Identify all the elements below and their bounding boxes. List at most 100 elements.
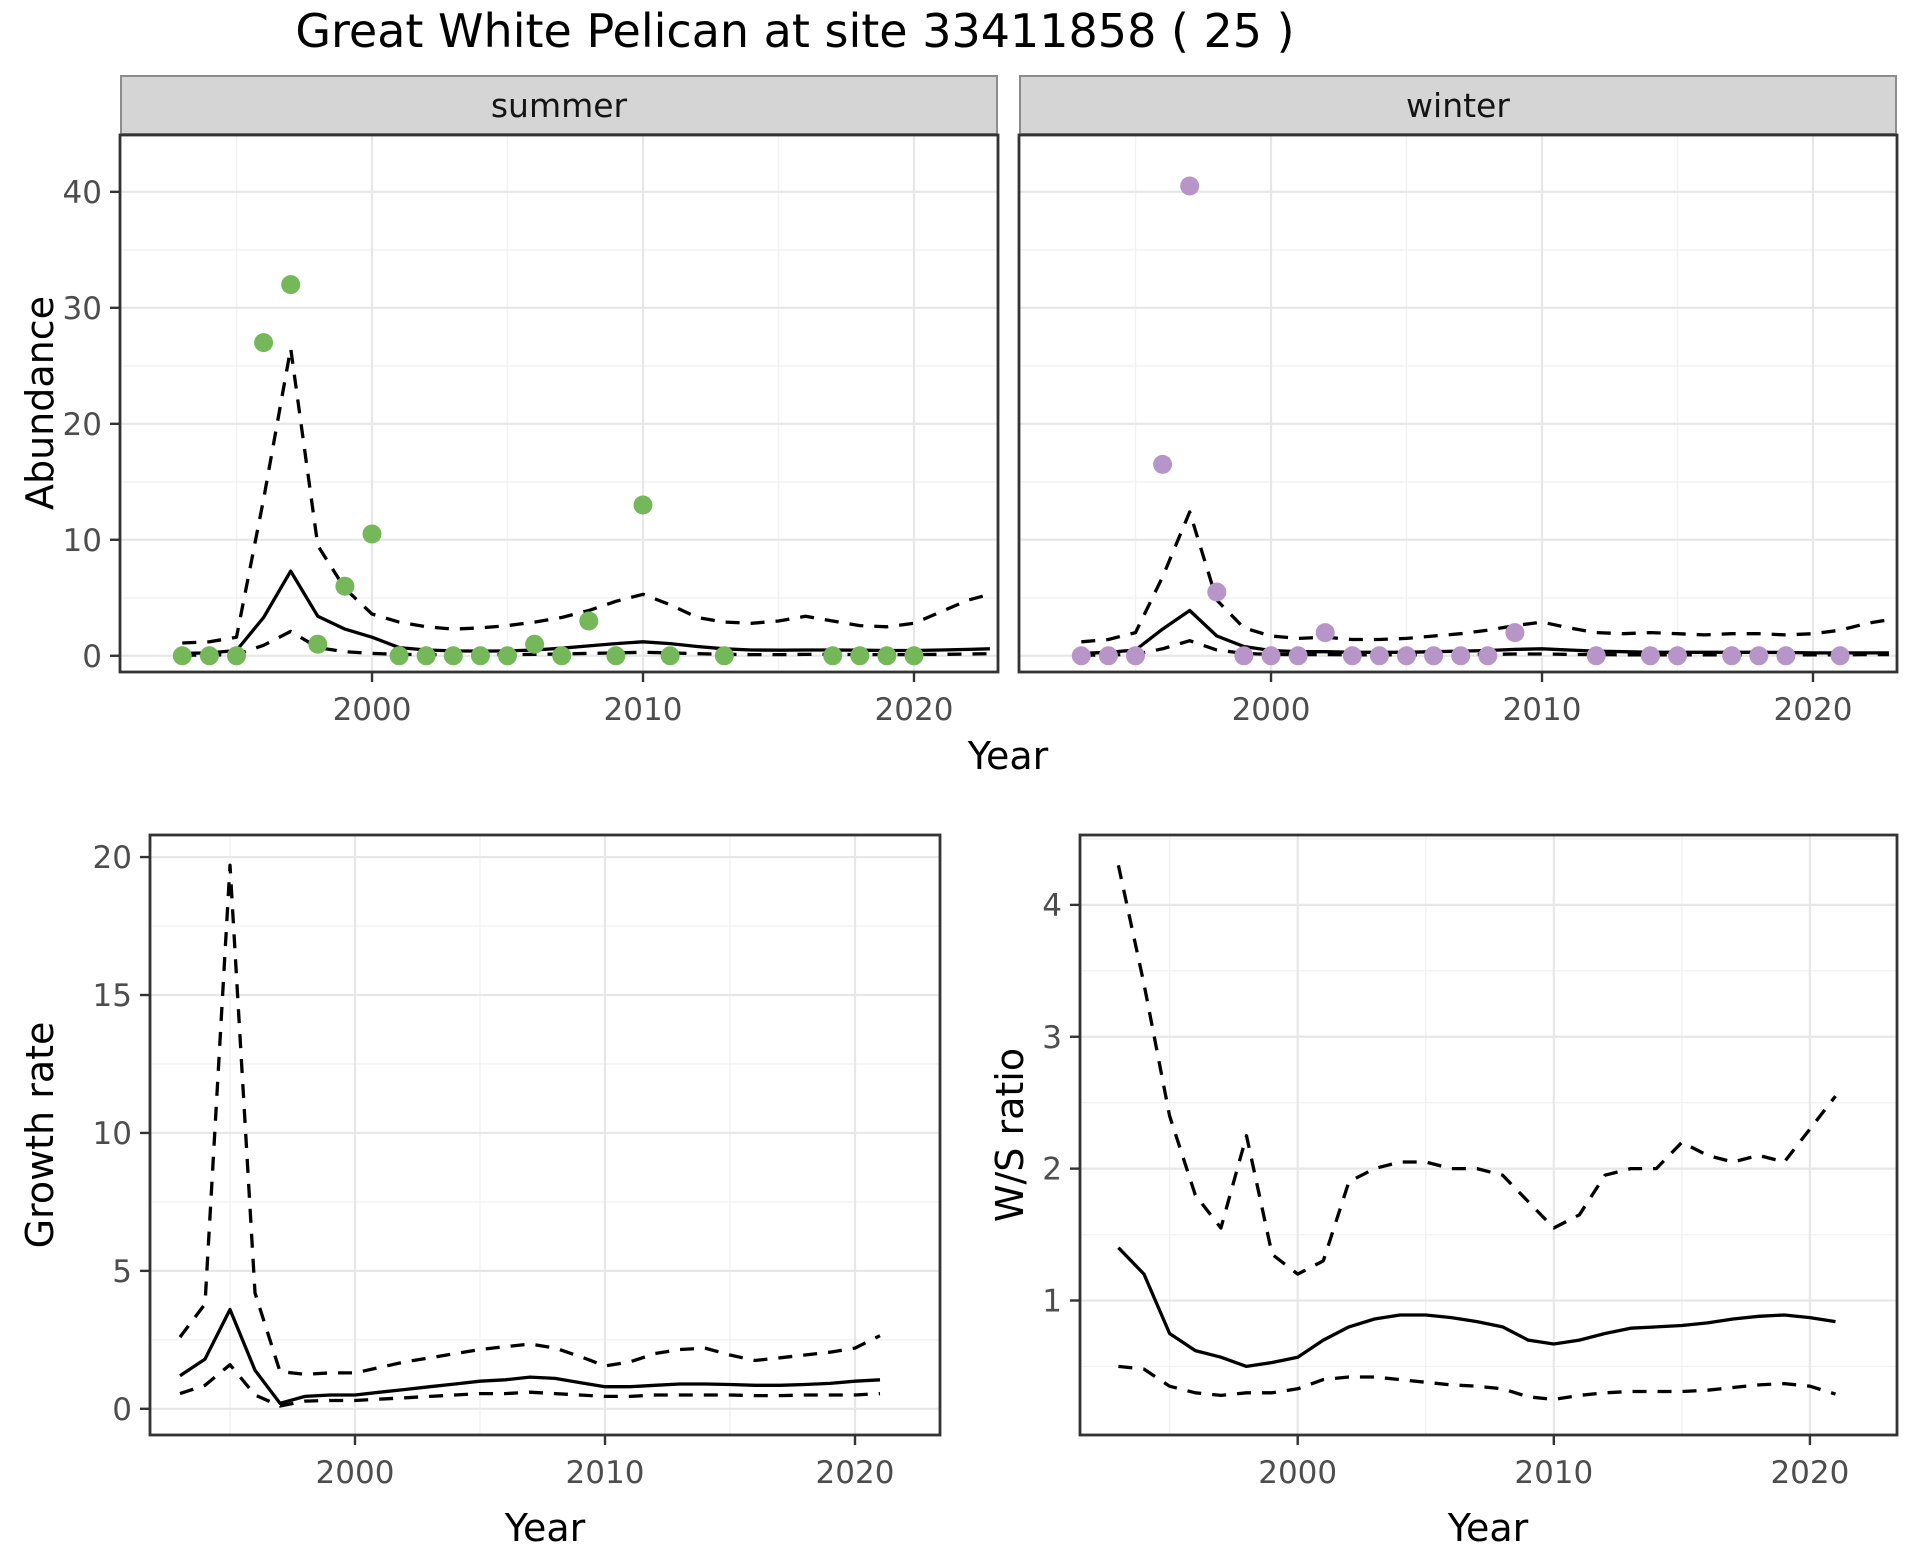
data-point xyxy=(714,646,734,666)
data-point xyxy=(1478,646,1498,666)
ci-lower-line xyxy=(1118,1364,1836,1402)
y-tick-label: 10 xyxy=(63,523,102,559)
x-tick-label: 2010 xyxy=(566,1455,645,1491)
data-point xyxy=(308,634,328,654)
data-point xyxy=(362,524,382,544)
data-point xyxy=(1668,646,1687,666)
x-tick-label: 2000 xyxy=(1232,692,1311,728)
x-axis-title-top: Year xyxy=(967,734,1049,778)
x-axis-title-growth: Year xyxy=(504,1506,586,1550)
facet-strip-winter-label: winter xyxy=(1406,85,1510,125)
data-point xyxy=(552,646,572,666)
y-tick-label: 10 xyxy=(93,1116,132,1152)
data-point xyxy=(1424,646,1444,666)
data-point xyxy=(1315,623,1335,643)
fit-line xyxy=(179,1307,881,1405)
data-point xyxy=(1288,646,1308,666)
y-tick-label: 20 xyxy=(63,407,102,443)
y-tick-label: 40 xyxy=(63,175,102,211)
data-point xyxy=(227,646,246,666)
panel-border xyxy=(1017,133,1899,674)
data-point xyxy=(498,646,517,666)
y-tick-label: 20 xyxy=(93,840,132,876)
data-point xyxy=(660,646,680,666)
data-point xyxy=(850,646,870,666)
y-axis-title-ws-ratio: W/S ratio xyxy=(988,1047,1032,1223)
data-point xyxy=(470,646,490,666)
facet-strip-summer: summer xyxy=(120,75,998,135)
panel-background xyxy=(120,135,998,672)
data-point xyxy=(1342,646,1362,666)
panel-summer: 2000 2010 2020 0 10 20 30 40 xyxy=(63,133,1000,728)
data-point xyxy=(1776,646,1796,666)
data-point xyxy=(1261,646,1281,666)
y-axis-title-growth: Growth rate xyxy=(18,1021,62,1249)
data-point xyxy=(335,576,355,596)
data-point xyxy=(389,646,409,666)
data-point xyxy=(525,634,545,654)
data-point xyxy=(877,646,897,666)
data-point xyxy=(1126,646,1145,666)
y-tick-label: 30 xyxy=(63,291,102,327)
x-tick-label: 2000 xyxy=(333,692,412,728)
data-point xyxy=(1207,582,1227,602)
y-tick-label: 2 xyxy=(1042,1152,1062,1188)
data-point xyxy=(1234,646,1254,666)
data-point xyxy=(633,495,653,515)
y-tick-label: 3 xyxy=(1042,1020,1062,1056)
x-tick-label: 2020 xyxy=(1774,692,1853,728)
panel-background xyxy=(150,835,940,1435)
data-point xyxy=(606,646,626,666)
x-tick-label: 2020 xyxy=(1770,1455,1849,1491)
data-point xyxy=(1098,646,1118,666)
data-point xyxy=(1830,646,1850,666)
page-title: Great White Pelican at site 33411858 ( 2… xyxy=(295,4,1295,58)
data-point xyxy=(1749,646,1769,666)
facet-strip-summer-label: summer xyxy=(490,85,628,125)
panel-ws-ratio: 2000 2010 2020 1 2 3 4 xyxy=(1042,833,1899,1491)
data-point xyxy=(1722,646,1742,666)
data-point xyxy=(823,646,843,666)
ci-upper-line xyxy=(1116,864,1837,1276)
x-tick-label: 2000 xyxy=(1258,1455,1337,1491)
y-tick-label: 1 xyxy=(1042,1283,1062,1319)
x-tick-label: 2020 xyxy=(816,1455,895,1491)
panel-border xyxy=(148,833,942,1437)
fit-line xyxy=(1117,1246,1836,1369)
data-point xyxy=(1505,623,1525,643)
panel-background xyxy=(1080,835,1897,1435)
data-point xyxy=(199,646,219,666)
panel-growth-rate: 2000 2010 2020 0 5 10 15 20 xyxy=(93,833,942,1491)
y-tick-label: 0 xyxy=(82,639,102,675)
ci-lower-line xyxy=(179,1363,881,1408)
data-point xyxy=(1180,176,1200,196)
y-axis-title-abundance: Abundance xyxy=(18,295,62,511)
x-tick-label: 2000 xyxy=(316,1455,395,1491)
ci-upper-line xyxy=(178,863,881,1376)
data-point xyxy=(1451,646,1471,666)
data-point xyxy=(281,275,301,295)
data-point xyxy=(1071,646,1091,666)
data-point xyxy=(1369,646,1389,666)
y-tick-label: 4 xyxy=(1042,888,1062,924)
x-tick-label: 2010 xyxy=(1514,1455,1593,1491)
x-tick-label: 2010 xyxy=(1503,692,1582,728)
data-point xyxy=(416,646,436,666)
data-point xyxy=(1586,646,1606,666)
data-point xyxy=(904,646,924,666)
data-point xyxy=(443,646,463,666)
data-point xyxy=(1153,454,1173,474)
data-point xyxy=(1640,646,1660,666)
facet-strip-winter: winter xyxy=(1019,75,1897,135)
data-point xyxy=(254,333,274,353)
panel-background xyxy=(1019,135,1897,672)
y-tick-label: 0 xyxy=(112,1392,132,1428)
x-axis-title-ws-ratio: Year xyxy=(1447,1506,1529,1550)
x-tick-label: 2010 xyxy=(604,692,683,728)
y-tick-label: 5 xyxy=(112,1254,132,1290)
y-tick-label: 15 xyxy=(93,978,132,1014)
x-tick-label: 2020 xyxy=(875,692,954,728)
data-point xyxy=(172,646,192,666)
